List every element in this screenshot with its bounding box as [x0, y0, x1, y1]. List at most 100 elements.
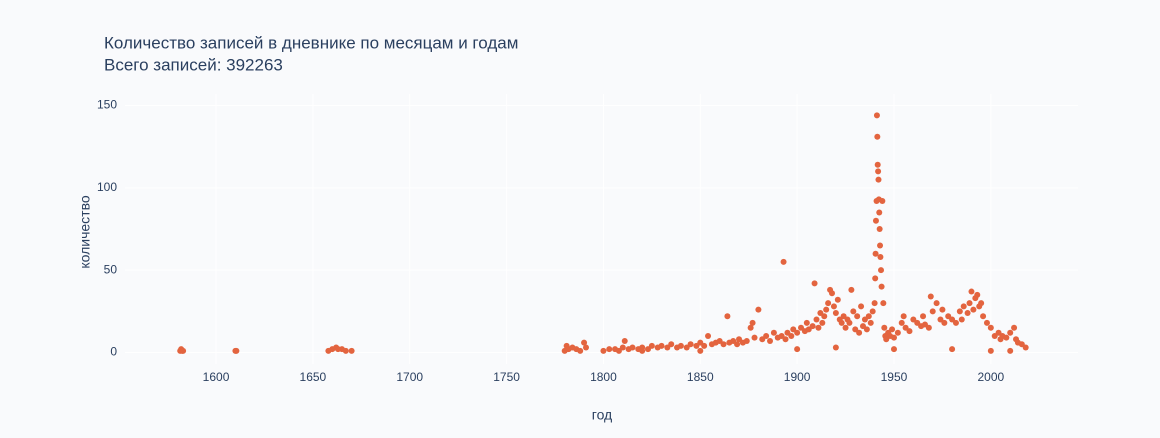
data-point — [1003, 334, 1010, 341]
data-point — [794, 329, 801, 336]
y-tick-label: 50 — [104, 262, 118, 276]
data-point — [858, 303, 865, 310]
data-point — [724, 313, 731, 320]
data-point — [763, 333, 770, 340]
data-point — [577, 347, 584, 354]
data-point — [983, 319, 990, 326]
data-point — [872, 275, 879, 282]
data-point — [869, 308, 876, 315]
data-point — [846, 319, 853, 326]
data-point — [606, 346, 613, 353]
data-point — [233, 347, 240, 354]
data-point — [875, 176, 882, 183]
data-point — [581, 339, 588, 346]
data-point — [815, 324, 822, 331]
data-point — [770, 329, 777, 336]
data-point — [747, 324, 754, 331]
data-point — [966, 300, 973, 307]
x-tick-label: 1700 — [396, 370, 423, 384]
data-point — [889, 326, 896, 333]
data-point — [877, 242, 884, 249]
data-point — [978, 300, 985, 307]
data-point — [832, 309, 839, 316]
data-point — [834, 296, 841, 303]
data-point — [856, 329, 863, 336]
data-point — [879, 198, 886, 205]
data-point — [939, 306, 946, 313]
data-point — [987, 347, 994, 354]
data-point — [974, 291, 981, 298]
data-point — [920, 313, 927, 320]
y-axis-title: количество — [77, 195, 93, 269]
data-point — [898, 319, 905, 326]
data-point — [705, 333, 712, 340]
data-point — [829, 290, 836, 297]
x-tick-label: 1900 — [784, 370, 811, 384]
data-point — [881, 324, 888, 331]
x-tick-label: 1650 — [300, 370, 327, 384]
chart-subtitle: Всего записей: 392263 — [104, 55, 283, 74]
data-point — [925, 324, 932, 331]
data-point — [874, 133, 881, 140]
data-point — [854, 313, 861, 320]
data-point — [811, 280, 818, 287]
data-point — [619, 344, 626, 351]
data-point — [941, 319, 948, 326]
data-point — [875, 168, 882, 175]
data-point — [583, 344, 590, 351]
y-tick-label: 0 — [110, 345, 117, 359]
data-point — [872, 250, 879, 257]
data-point — [629, 344, 636, 351]
data-point — [872, 217, 879, 224]
data-point — [743, 337, 750, 344]
data-point — [788, 333, 795, 340]
data-point — [1007, 329, 1014, 336]
data-point — [900, 313, 907, 320]
data-point — [838, 319, 845, 326]
data-point — [850, 308, 857, 315]
data-point — [782, 336, 789, 343]
data-point — [755, 306, 762, 313]
data-point — [878, 283, 885, 290]
data-point — [1007, 347, 1014, 354]
chart-title: Количество записей в дневнике по месяцам… — [104, 33, 518, 52]
y-tick-label: 100 — [97, 180, 117, 194]
data-point — [871, 300, 878, 307]
data-point — [701, 342, 708, 349]
data-point — [1022, 344, 1029, 351]
data-point — [865, 313, 872, 320]
data-point — [890, 334, 897, 341]
data-point — [876, 226, 883, 232]
data-point — [878, 267, 885, 274]
data-point — [842, 324, 849, 331]
data-point — [734, 341, 741, 348]
data-point — [970, 306, 977, 313]
data-point — [832, 344, 839, 351]
data-point — [956, 308, 963, 315]
data-point — [906, 328, 913, 335]
data-point — [825, 300, 832, 307]
data-point — [751, 334, 758, 341]
data-point — [964, 309, 971, 316]
data-point — [894, 329, 901, 336]
data-point — [880, 300, 887, 307]
data-point — [952, 319, 959, 326]
data-point — [648, 342, 655, 349]
data-point — [342, 347, 349, 354]
data-point — [968, 288, 975, 295]
data-point — [780, 258, 787, 265]
data-point — [658, 342, 665, 349]
data-point — [767, 337, 774, 344]
x-tick-label: 1950 — [881, 370, 908, 384]
data-point — [809, 323, 816, 330]
data-point — [929, 308, 936, 315]
x-tick-label: 2000 — [977, 370, 1004, 384]
data-point — [863, 326, 870, 333]
data-point — [720, 341, 727, 348]
x-axis-title: год — [592, 407, 612, 423]
data-point — [821, 313, 828, 320]
x-tick-label: 1600 — [203, 370, 230, 384]
y-tick-label: 150 — [97, 98, 117, 112]
data-point — [749, 319, 756, 326]
